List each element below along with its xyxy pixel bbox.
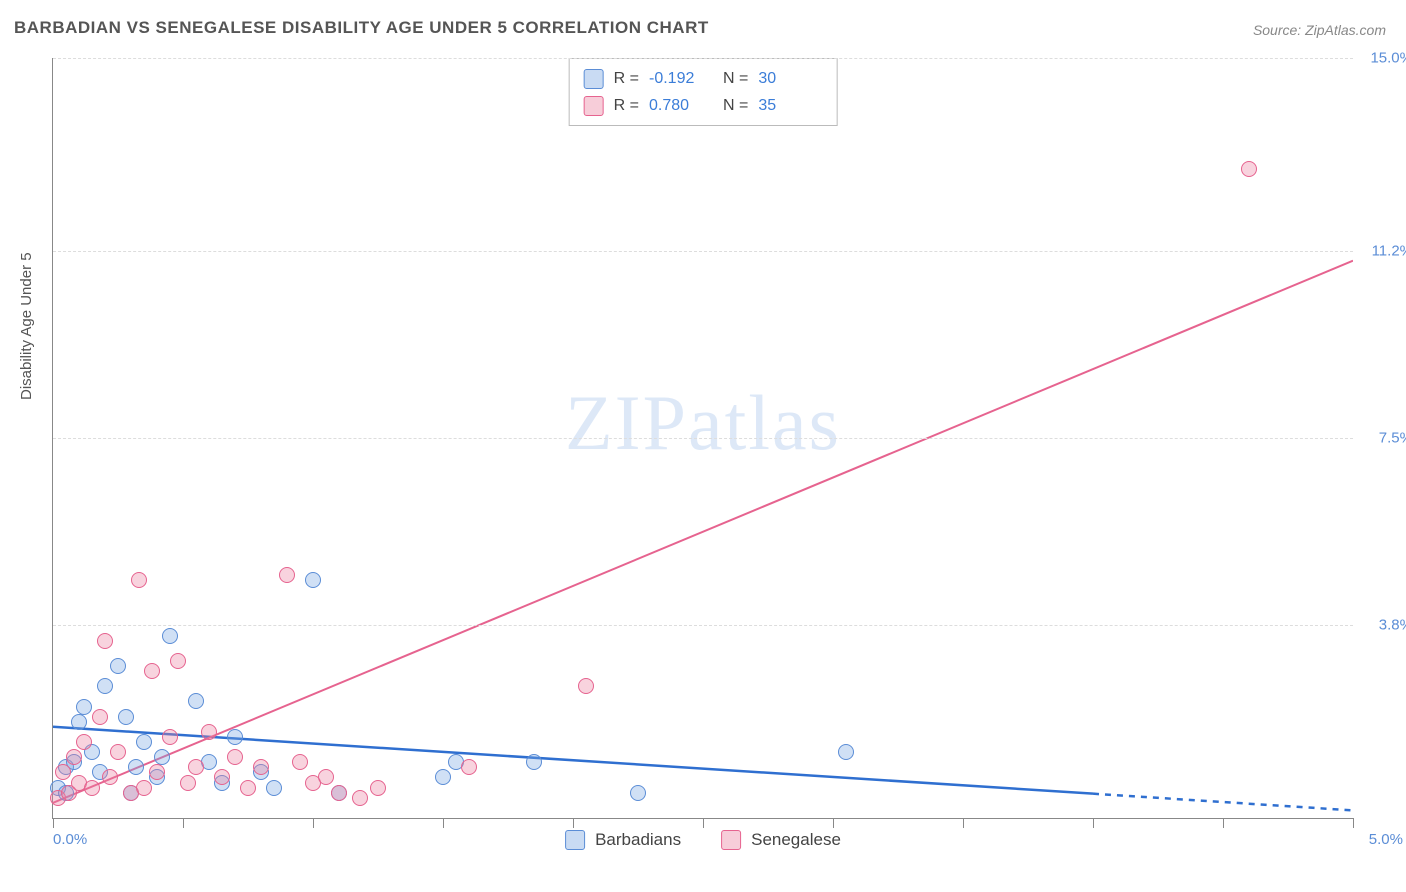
swatch-icon <box>584 96 604 116</box>
scatter-point <box>76 734 92 750</box>
scatter-point <box>162 628 178 644</box>
scatter-point <box>227 749 243 765</box>
scatter-point <box>170 653 186 669</box>
scatter-point <box>144 663 160 679</box>
x-tick <box>1093 818 1094 828</box>
scatter-point <box>84 780 100 796</box>
x-tick <box>443 818 444 828</box>
stat-r-label: R = <box>614 92 639 119</box>
scatter-point <box>279 567 295 583</box>
legend-bottom: Barbadians Senegalese <box>565 830 841 850</box>
scatter-point <box>76 699 92 715</box>
swatch-icon <box>565 830 585 850</box>
scatter-point <box>162 729 178 745</box>
scatter-point <box>110 744 126 760</box>
gridline <box>53 625 1353 626</box>
scatter-point <box>188 759 204 775</box>
stat-r-label: R = <box>614 65 639 92</box>
scatter-point <box>118 709 134 725</box>
scatter-point <box>136 734 152 750</box>
legend-label: Barbadians <box>595 830 681 850</box>
scatter-point <box>71 714 87 730</box>
legend-item: Senegalese <box>721 830 841 850</box>
x-tick <box>1223 818 1224 828</box>
scatter-point <box>370 780 386 796</box>
scatter-point <box>201 724 217 740</box>
scatter-point <box>154 749 170 765</box>
scatter-point <box>266 780 282 796</box>
scatter-point <box>435 769 451 785</box>
scatter-point <box>131 572 147 588</box>
stat-n-value: 35 <box>758 92 822 119</box>
scatter-point <box>253 759 269 775</box>
stat-n-label: N = <box>723 65 748 92</box>
stats-row: R = 0.780 N = 35 <box>584 92 823 119</box>
y-tick-label: 11.2% <box>1372 242 1406 259</box>
swatch-icon <box>721 830 741 850</box>
y-tick-label: 3.8% <box>1379 617 1406 634</box>
scatter-point <box>630 785 646 801</box>
y-tick-label: 7.5% <box>1379 430 1406 447</box>
scatter-point <box>318 769 334 785</box>
scatter-point <box>526 754 542 770</box>
y-tick-label: 15.0% <box>1370 50 1406 67</box>
stat-n-value: 30 <box>758 65 822 92</box>
x-tick <box>313 818 314 828</box>
gridline <box>53 438 1353 439</box>
legend-item: Barbadians <box>565 830 681 850</box>
x-tick <box>833 818 834 828</box>
gridline <box>53 58 1353 59</box>
scatter-point <box>352 790 368 806</box>
watermark-text: ZIPatlas <box>565 378 841 468</box>
scatter-point <box>331 785 347 801</box>
scatter-point <box>214 769 230 785</box>
scatter-point <box>92 709 108 725</box>
x-axis-max-label: 5.0% <box>1369 831 1403 848</box>
source-label: Source: ZipAtlas.com <box>1253 22 1386 38</box>
scatter-point <box>1241 161 1257 177</box>
chart-plot-area: ZIPatlas R = -0.192 N = 30 R = 0.780 N =… <box>52 58 1353 819</box>
scatter-point <box>227 729 243 745</box>
stat-r-value: -0.192 <box>649 65 713 92</box>
scatter-point <box>180 775 196 791</box>
chart-title: BARBADIAN VS SENEGALESE DISABILITY AGE U… <box>14 18 709 38</box>
stats-legend-box: R = -0.192 N = 30 R = 0.780 N = 35 <box>569 58 838 126</box>
x-tick <box>183 818 184 828</box>
x-tick <box>963 818 964 828</box>
scatter-point <box>97 633 113 649</box>
scatter-point <box>305 572 321 588</box>
legend-label: Senegalese <box>751 830 841 850</box>
scatter-point <box>292 754 308 770</box>
scatter-point <box>128 759 144 775</box>
scatter-point <box>136 780 152 796</box>
scatter-point <box>66 749 82 765</box>
x-tick <box>703 818 704 828</box>
x-tick <box>573 818 574 828</box>
stat-r-value: 0.780 <box>649 92 713 119</box>
scatter-point <box>838 744 854 760</box>
y-axis-label: Disability Age Under 5 <box>18 252 35 400</box>
x-tick <box>1353 818 1354 828</box>
stat-n-label: N = <box>723 92 748 119</box>
scatter-point <box>461 759 477 775</box>
gridline <box>53 251 1353 252</box>
scatter-point <box>110 658 126 674</box>
scatter-point <box>240 780 256 796</box>
scatter-point <box>55 764 71 780</box>
stats-row: R = -0.192 N = 30 <box>584 65 823 92</box>
scatter-point <box>97 678 113 694</box>
scatter-point <box>188 693 204 709</box>
scatter-point <box>578 678 594 694</box>
scatter-point <box>149 764 165 780</box>
x-axis-min-label: 0.0% <box>53 831 87 848</box>
x-tick <box>53 818 54 828</box>
scatter-point <box>102 769 118 785</box>
swatch-icon <box>584 69 604 89</box>
